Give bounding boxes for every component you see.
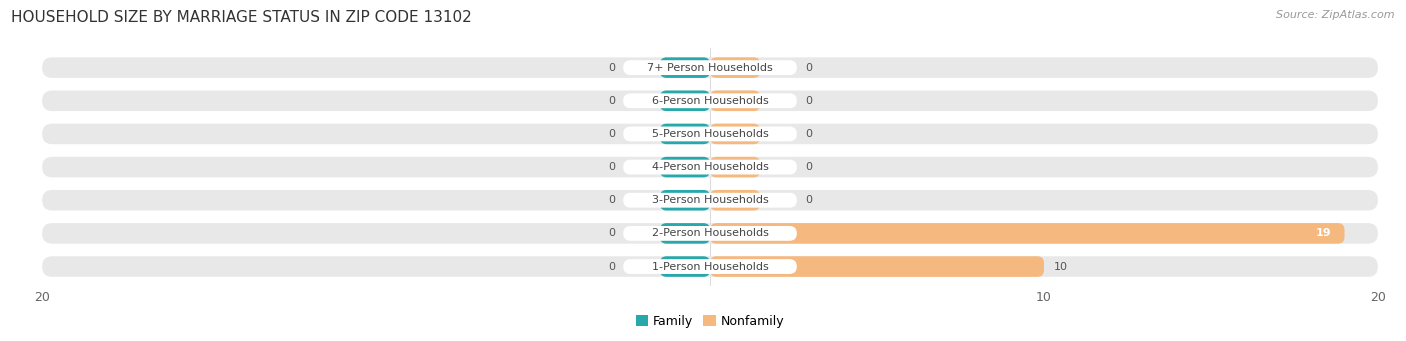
FancyBboxPatch shape xyxy=(42,223,1378,244)
FancyBboxPatch shape xyxy=(659,223,710,244)
FancyBboxPatch shape xyxy=(623,193,797,208)
Text: 2-Person Households: 2-Person Households xyxy=(651,228,769,238)
Text: 0: 0 xyxy=(806,129,813,139)
Text: 6-Person Households: 6-Person Households xyxy=(651,96,769,106)
Text: 0: 0 xyxy=(607,195,614,205)
Text: 7+ Person Households: 7+ Person Households xyxy=(647,63,773,73)
FancyBboxPatch shape xyxy=(659,57,710,78)
FancyBboxPatch shape xyxy=(42,57,1378,78)
Text: 5-Person Households: 5-Person Households xyxy=(651,129,769,139)
FancyBboxPatch shape xyxy=(710,124,761,144)
Text: 0: 0 xyxy=(806,96,813,106)
Text: 0: 0 xyxy=(806,63,813,73)
Text: 0: 0 xyxy=(607,129,614,139)
Text: 4-Person Households: 4-Person Households xyxy=(651,162,769,172)
FancyBboxPatch shape xyxy=(42,256,1378,277)
FancyBboxPatch shape xyxy=(42,157,1378,177)
FancyBboxPatch shape xyxy=(710,223,1344,244)
FancyBboxPatch shape xyxy=(659,190,710,210)
FancyBboxPatch shape xyxy=(710,57,761,78)
FancyBboxPatch shape xyxy=(710,157,761,177)
FancyBboxPatch shape xyxy=(623,93,797,108)
FancyBboxPatch shape xyxy=(710,256,1043,277)
FancyBboxPatch shape xyxy=(659,157,710,177)
Text: 19: 19 xyxy=(1316,228,1331,238)
FancyBboxPatch shape xyxy=(623,60,797,75)
FancyBboxPatch shape xyxy=(659,256,710,277)
Text: HOUSEHOLD SIZE BY MARRIAGE STATUS IN ZIP CODE 13102: HOUSEHOLD SIZE BY MARRIAGE STATUS IN ZIP… xyxy=(11,10,472,25)
Text: 0: 0 xyxy=(607,162,614,172)
FancyBboxPatch shape xyxy=(42,190,1378,210)
FancyBboxPatch shape xyxy=(623,259,797,274)
FancyBboxPatch shape xyxy=(42,90,1378,111)
FancyBboxPatch shape xyxy=(623,226,797,241)
FancyBboxPatch shape xyxy=(623,127,797,141)
Text: 0: 0 xyxy=(607,63,614,73)
FancyBboxPatch shape xyxy=(710,190,761,210)
Text: 0: 0 xyxy=(607,96,614,106)
Text: 1-Person Households: 1-Person Households xyxy=(651,262,769,271)
FancyBboxPatch shape xyxy=(42,124,1378,144)
FancyBboxPatch shape xyxy=(710,90,761,111)
Text: 0: 0 xyxy=(806,162,813,172)
Text: 0: 0 xyxy=(806,195,813,205)
FancyBboxPatch shape xyxy=(659,90,710,111)
Text: Source: ZipAtlas.com: Source: ZipAtlas.com xyxy=(1277,10,1395,20)
Text: 3-Person Households: 3-Person Households xyxy=(651,195,769,205)
Text: 0: 0 xyxy=(607,228,614,238)
Text: 0: 0 xyxy=(607,262,614,271)
Text: 10: 10 xyxy=(1054,262,1069,271)
Legend: Family, Nonfamily: Family, Nonfamily xyxy=(631,310,789,333)
FancyBboxPatch shape xyxy=(623,160,797,175)
FancyBboxPatch shape xyxy=(659,124,710,144)
